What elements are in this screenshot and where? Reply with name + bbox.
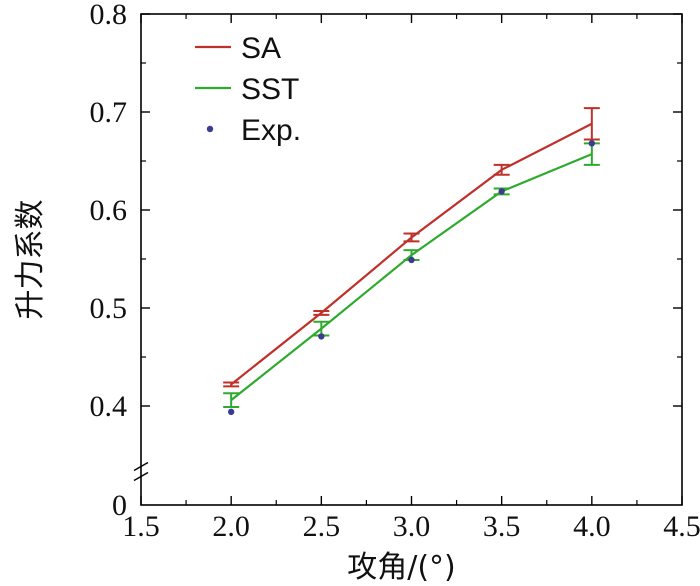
legend-label-sa: SA <box>241 32 281 65</box>
x-tick-label: 2.0 <box>212 510 250 543</box>
x-tick-label: 4.5 <box>663 510 700 543</box>
y-tick-label: 0.4 <box>90 390 128 423</box>
y-axis-title: 升力系数 <box>13 200 48 320</box>
data-point-exp <box>408 256 415 264</box>
y-tick-label: 0.5 <box>90 292 128 325</box>
data-point-exp <box>318 333 325 340</box>
series-line-sst <box>230 153 593 401</box>
axis-break-mark <box>133 471 149 482</box>
data-point-exp <box>498 188 505 195</box>
y-tick-label: 0 <box>112 489 127 522</box>
y-tick-label: 0.8 <box>90 0 128 31</box>
x-tick-label: 1.5 <box>122 510 160 543</box>
legend-label-sst: SST <box>241 73 299 106</box>
x-axis-title: 攻角/(°) <box>347 550 456 585</box>
axis-break-mark <box>133 461 149 472</box>
data-point-exp <box>227 408 235 416</box>
x-tick-label: 3.0 <box>393 510 431 543</box>
legend-label-exp: Exp. <box>241 114 301 147</box>
legend-swatch-exp <box>206 125 214 133</box>
x-tick-label: 4.0 <box>573 510 611 543</box>
x-tick-label: 2.5 <box>303 510 341 543</box>
y-tick-label: 0.7 <box>90 96 128 129</box>
x-tick-label: 3.5 <box>483 510 521 543</box>
data-point-exp <box>588 140 596 147</box>
y-tick-label: 0.6 <box>90 194 128 227</box>
